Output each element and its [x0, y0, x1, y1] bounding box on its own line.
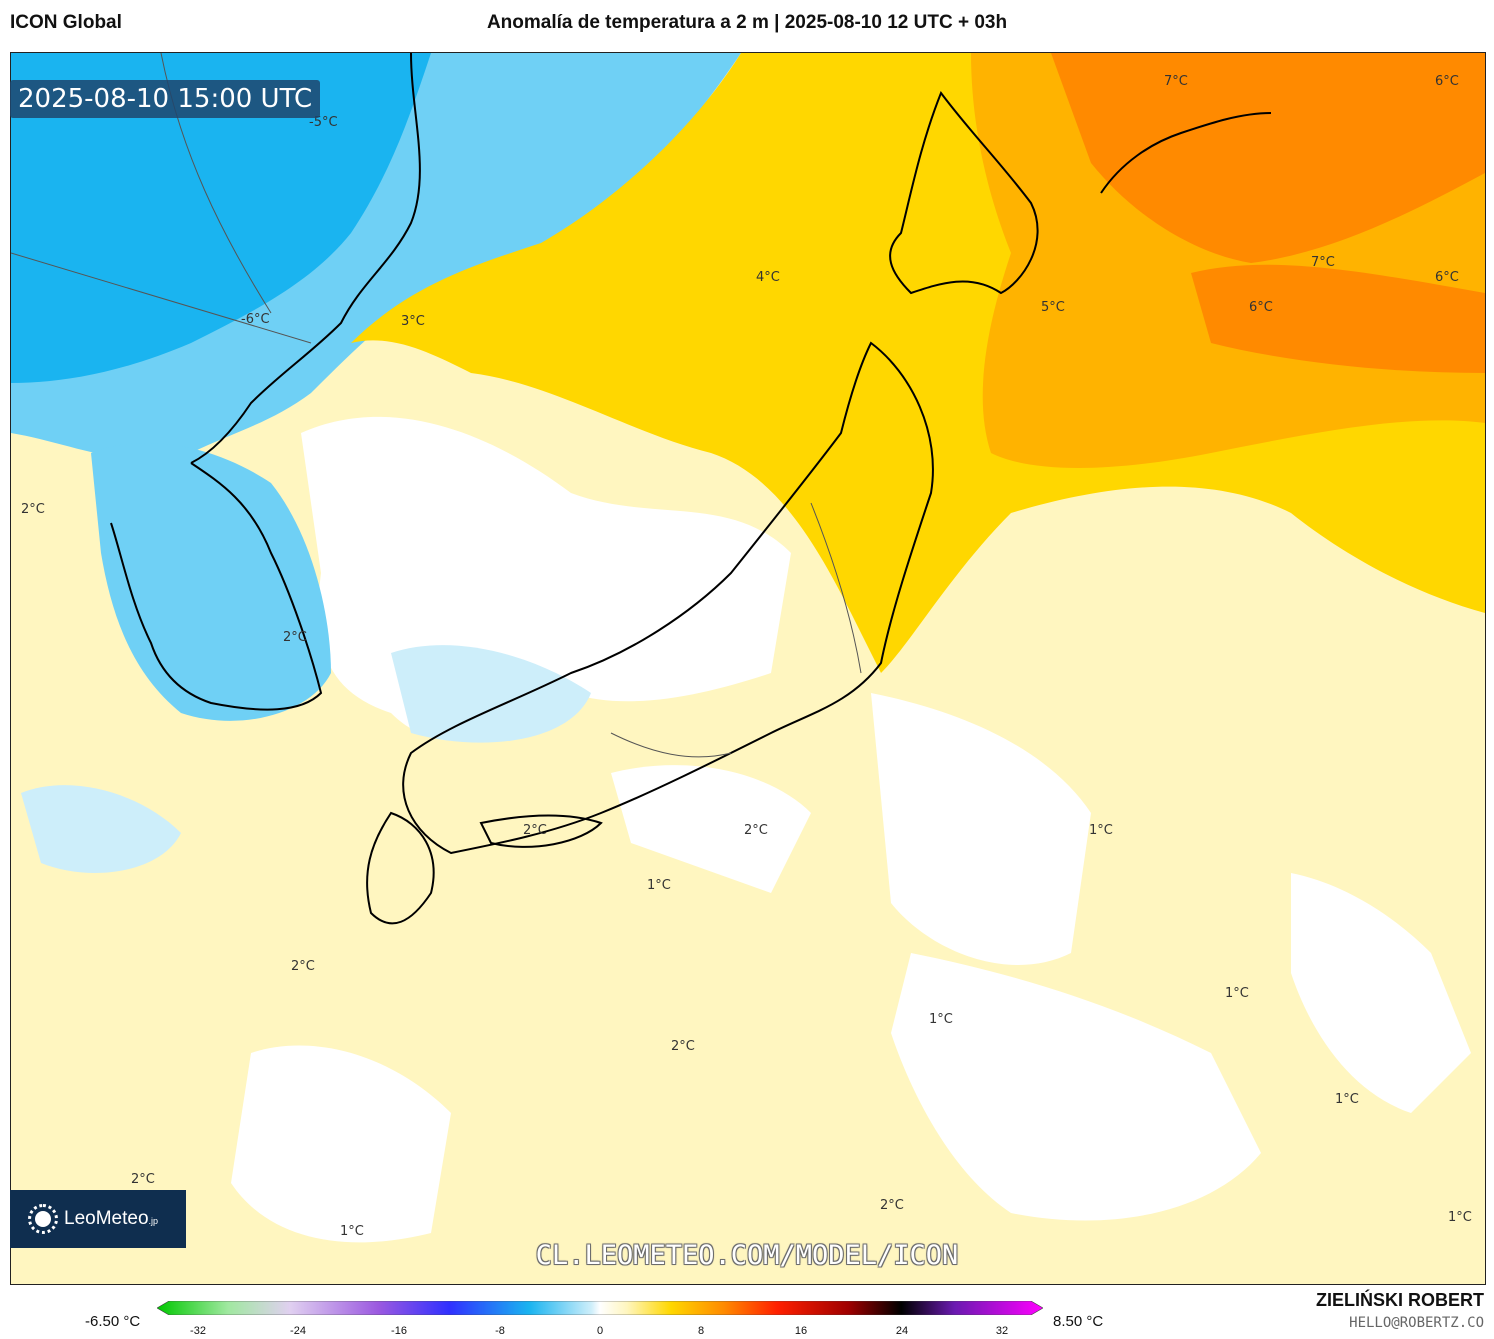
scale-tick: -8 — [495, 1325, 505, 1337]
scale-tick: -16 — [391, 1325, 407, 1337]
coast-shikoku — [479, 814, 603, 848]
scale-tick: 32 — [995, 1325, 1009, 1337]
scale-tick: -32 — [190, 1325, 206, 1337]
contour-labels: -5°C -6°C 3°C 4°C 7°C 6°C 7°C 5°C 6°C 6°… — [21, 74, 1472, 1239]
leometeo-logo[interactable]: LeoMeteo.jp — [10, 1190, 186, 1248]
source-watermark: CL.LEOMETEO.COM/MODEL/ICON — [535, 1240, 959, 1271]
admin-borders — [11, 53, 862, 758]
contour-label: 6°C — [1249, 300, 1273, 315]
coast-honshu — [402, 341, 934, 855]
contour-label: 7°C — [1311, 255, 1335, 270]
scale-tick: 8 — [697, 1325, 705, 1337]
coast-korea — [110, 462, 323, 711]
contour-label: -6°C — [241, 312, 270, 327]
neutral-zone-southeast — [891, 953, 1261, 1221]
valid-time-badge: 2025-08-10 15:00 UTC — [10, 80, 321, 118]
cold-zone-yellow-sea — [21, 785, 181, 873]
contour-label: 2°C — [283, 630, 307, 645]
model-name: ICON Global — [10, 12, 122, 33]
contour-label: 2°C — [523, 823, 547, 838]
legend-min-value: -6.50 °C — [85, 1313, 141, 1330]
author-credit: ZIELIŃSKI ROBERT — [1315, 1290, 1484, 1310]
neutral-zone-pacific — [611, 765, 811, 893]
color-scale-bar — [157, 1301, 1043, 1315]
contour-label: 2°C — [291, 959, 315, 974]
border-line — [11, 252, 312, 344]
contour-label: 2°C — [744, 823, 768, 838]
border-line — [810, 502, 862, 674]
cold-zone-korea — [91, 443, 331, 721]
neutral-zone-east — [871, 693, 1091, 965]
coast-kyushu — [366, 811, 435, 925]
contour-label: 2°C — [131, 1172, 155, 1187]
legend-max-value: 8.50 °C — [1053, 1313, 1104, 1330]
contour-label: 1°C — [929, 1012, 953, 1027]
neutral-zone-south — [231, 1045, 451, 1243]
contour-label: 2°C — [880, 1198, 904, 1213]
contour-label: 5°C — [1041, 300, 1065, 315]
author-email[interactable]: HELLO@ROBERTZ.CO — [1349, 1315, 1484, 1331]
anomaly-map: -5°C -6°C 3°C 4°C 7°C 6°C 7°C 5°C 6°C 6°… — [11, 53, 1485, 1284]
contour-label: 2°C — [21, 502, 45, 517]
scale-tick: 0 — [596, 1325, 604, 1337]
sun-icon — [28, 1204, 58, 1234]
coastlines — [110, 53, 1272, 925]
cold-zone-japan-west — [391, 645, 591, 743]
map-title: Anomalía de temperatura a 2 m | 2025-08-… — [486, 12, 1008, 33]
contour-label: 6°C — [1435, 270, 1459, 285]
contour-label: 7°C — [1164, 74, 1188, 89]
hot-zone-kurils — [1191, 264, 1485, 373]
coast-kurils — [1100, 112, 1272, 194]
hot-zone-okhotsk — [1051, 53, 1485, 263]
map-panel[interactable]: -5°C -6°C 3°C 4°C 7°C 6°C 7°C 5°C 6°C 6°… — [10, 52, 1486, 1285]
coast-hokkaido — [889, 90, 1039, 295]
contour-label: 1°C — [1448, 1210, 1472, 1225]
contour-label: 1°C — [1225, 986, 1249, 1001]
scale-tick: -24 — [290, 1325, 306, 1337]
contour-label: 6°C — [1435, 74, 1459, 89]
neutral-zone-far-east — [1291, 873, 1471, 1113]
cold-zone-deep — [11, 53, 431, 383]
logo-text: LeoMeteo.jp — [64, 1208, 159, 1229]
contour-label: 3°C — [401, 314, 425, 329]
contour-label: 1°C — [1089, 823, 1113, 838]
contour-label: -5°C — [309, 115, 338, 130]
scale-tick: 24 — [895, 1325, 909, 1337]
border-line — [610, 732, 732, 758]
contour-label: 1°C — [340, 1224, 364, 1239]
contour-label: 1°C — [647, 878, 671, 893]
contour-label: 4°C — [756, 270, 780, 285]
scale-tick: 16 — [794, 1325, 808, 1337]
contour-label: 1°C — [1335, 1092, 1359, 1107]
contour-label: 2°C — [671, 1039, 695, 1054]
coast-mainland — [190, 53, 421, 464]
